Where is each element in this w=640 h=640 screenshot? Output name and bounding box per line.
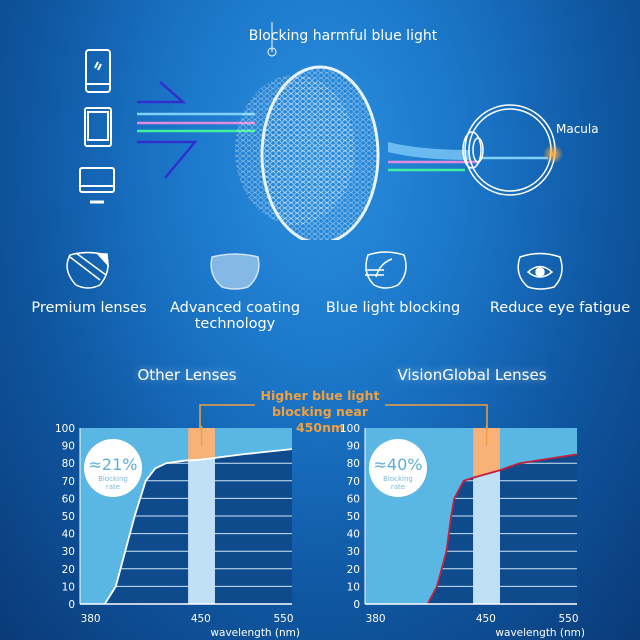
blue-light-lens-icon [365, 251, 407, 289]
blocking-rate-badge [84, 439, 142, 497]
premium-lens-icon [66, 251, 109, 289]
comparison-note: Higher blue light blocking near 450nm [260, 388, 380, 435]
x-tick-label: 550 [558, 613, 578, 625]
transmission-curve [104, 448, 292, 605]
y-tick-label: 60 [62, 493, 75, 505]
chart-title-vision: VisionGlobal Lenses [397, 366, 547, 384]
feature-icons [66, 251, 563, 290]
blocking-rate-label: rate [391, 483, 405, 491]
y-tick-label: 60 [347, 493, 360, 505]
phone-icon [85, 49, 111, 93]
feature-premium-lenses: Premium lenses [31, 300, 147, 316]
blocking-rate-badge [369, 439, 427, 497]
macula-label: Macula [556, 122, 599, 136]
x-tick-label: 380 [81, 613, 101, 625]
y-tick-label: 90 [347, 441, 360, 453]
chart-other: 0 10 20 30 40 50 60 70 80 90 100 380 450 550 wavelengt… [55, 423, 300, 639]
y-tick-label: 80 [62, 458, 75, 470]
chart-vision: 0 10 20 30 40 50 60 70 80 90 100 380 450 550 wavelengt… [340, 423, 585, 639]
blocking-rate-value: ≈40% [374, 455, 423, 474]
y-tick-label: 70 [347, 476, 360, 488]
y-tick-label: 30 [347, 546, 360, 558]
y-tick-label: 20 [347, 564, 360, 576]
y-tick-label: 10 [62, 581, 75, 593]
x-tick-label: 550 [273, 613, 293, 625]
feature-advanced-coating: Advanced coating technology [169, 300, 301, 332]
blocking-rate-value: ≈21% [89, 455, 138, 474]
y-tick-label: 0 [353, 599, 360, 611]
blocking-rate-label: Blocking [383, 475, 413, 483]
transmitted-area [427, 454, 577, 604]
eye-lens-icon [517, 252, 563, 290]
y-tick-label: 10 [347, 581, 360, 593]
y-tick-label: 70 [62, 476, 75, 488]
tablet-icon [84, 107, 112, 147]
chart-title-other: Other Lenses [137, 366, 237, 384]
y-tick-label: 20 [62, 564, 75, 576]
feature-reduce-eye-fatigue: Reduce eye fatigue [489, 300, 631, 316]
y-tick-label: 100 [340, 423, 360, 435]
x-tick-label: 450 [476, 613, 496, 625]
y-tick-label: 50 [62, 511, 75, 523]
band-overlay [473, 454, 500, 604]
x-axis-label: wavelength (nm) [210, 627, 300, 639]
blocking-rate-label: Blocking [98, 475, 128, 483]
y-tick-label: 0 [68, 599, 75, 611]
band-overlay [188, 449, 215, 604]
monitor-icon [79, 167, 115, 204]
transmission-curve [426, 453, 577, 605]
y-tick-label: 50 [347, 511, 360, 523]
x-axis-label: wavelength (nm) [495, 627, 585, 639]
lens-label: Blocking harmful blue light [249, 28, 438, 44]
x-tick-label: 450 [191, 613, 211, 625]
y-tick-label: 40 [62, 529, 75, 541]
coating-lens-icon [210, 253, 260, 290]
y-tick-label: 30 [62, 546, 75, 558]
y-tick-label: 90 [62, 441, 75, 453]
y-tick-label: 80 [347, 458, 360, 470]
feature-blue-light-blocking: Blue light blocking [325, 300, 461, 316]
x-tick-label: 380 [366, 613, 386, 625]
y-tick-label: 100 [55, 423, 75, 435]
blocking-rate-label: rate [106, 483, 120, 491]
y-tick-label: 40 [347, 529, 360, 541]
lens-graphic [235, 22, 380, 240]
eye-diagram-icon [462, 104, 563, 196]
hero-illustration: Blocking harmful blue light Macula [79, 22, 599, 240]
